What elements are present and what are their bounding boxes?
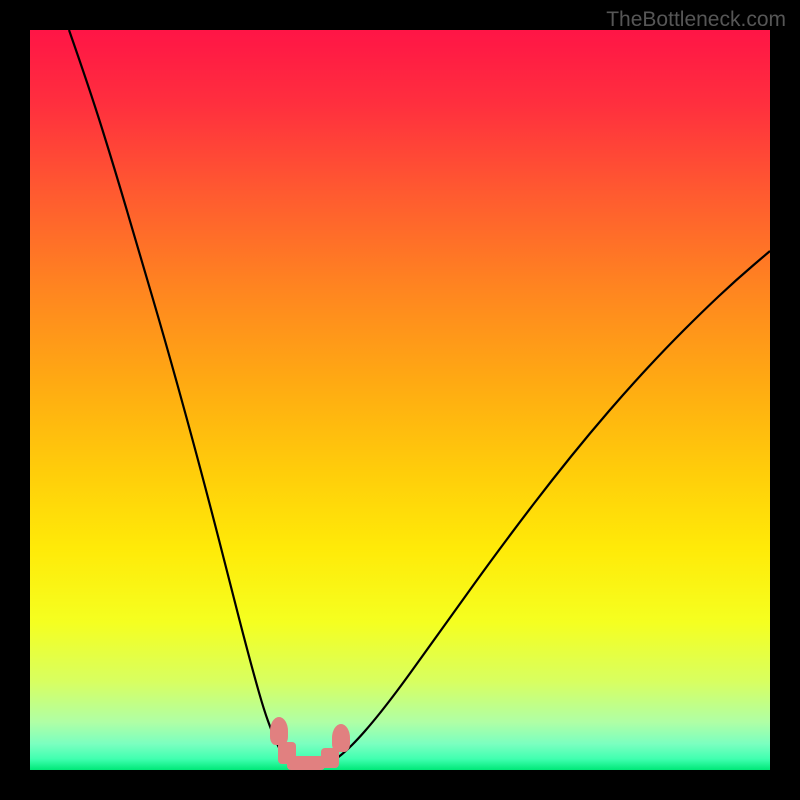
plot-area <box>30 30 770 770</box>
curve-marker-0 <box>270 717 288 745</box>
curve-marker-2 <box>287 756 325 770</box>
bottleneck-curve <box>30 30 770 770</box>
curve-marker-4 <box>332 724 350 752</box>
watermark-text: TheBottleneck.com <box>606 8 786 32</box>
